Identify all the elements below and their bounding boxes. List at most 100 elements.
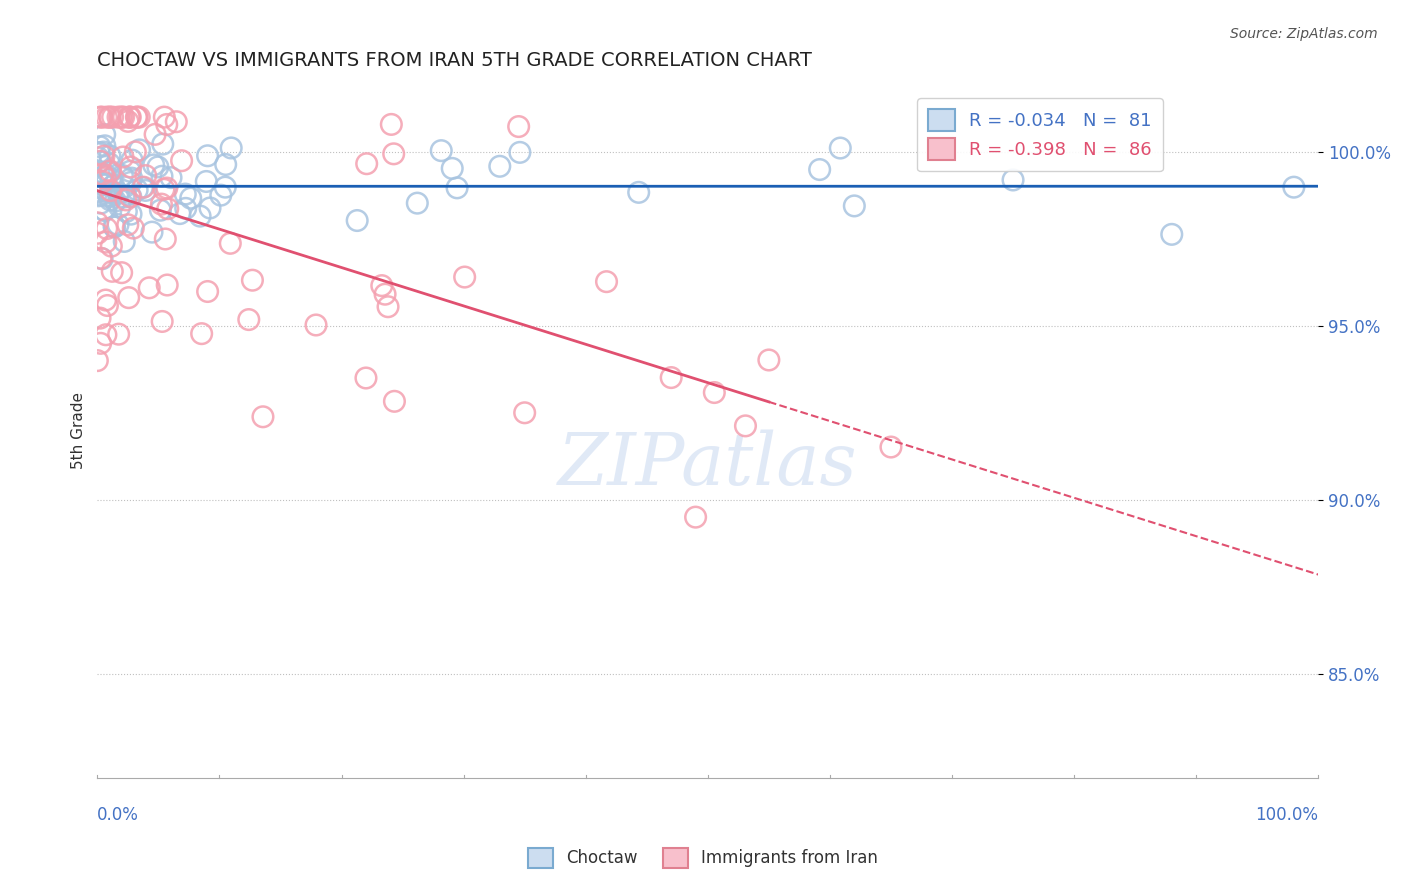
Point (94, 203, 117, 218)
Point (121, 171, 143, 186)
Point (146, 160, 169, 174)
Point (513, 406, 536, 420)
Point (91, 178, 114, 192)
Point (188, 209, 211, 223)
Point (100, 239, 122, 253)
Point (120, 175, 142, 189)
Point (103, 219, 125, 234)
Point (94, 293, 117, 307)
Point (377, 300, 399, 314)
Point (100, 185, 122, 199)
Point (371, 278, 394, 293)
Point (98, 110, 121, 124)
Point (198, 201, 221, 215)
Point (108, 200, 131, 214)
Point (174, 202, 197, 216)
Legend: Choctaw, Immigrants from Iran: Choctaw, Immigrants from Iran (522, 841, 884, 875)
Point (100, 184, 122, 198)
Point (170, 153, 193, 168)
Point (356, 157, 378, 171)
Point (346, 213, 368, 227)
Point (96, 221, 118, 235)
Point (252, 409, 274, 424)
Text: 100.0%: 100.0% (1256, 805, 1319, 824)
Point (94, 138, 117, 153)
Point (118, 110, 141, 124)
Text: ZIPatlas: ZIPatlas (558, 430, 858, 500)
Point (111, 169, 134, 183)
Point (118, 291, 141, 305)
Point (219, 141, 242, 155)
Point (89, 311, 111, 326)
Point (1282, 180, 1305, 194)
Point (87, 151, 110, 165)
Point (94, 178, 117, 192)
Point (111, 266, 134, 280)
Point (509, 145, 531, 160)
Point (180, 191, 202, 205)
Point (508, 120, 530, 134)
Point (214, 180, 236, 194)
Point (734, 418, 756, 433)
Point (150, 169, 173, 184)
Point (94, 171, 117, 186)
Point (703, 385, 725, 400)
Point (93, 128, 115, 142)
Point (132, 180, 155, 194)
Point (98, 193, 121, 207)
Point (138, 281, 160, 295)
Point (111, 150, 134, 164)
Point (98, 110, 121, 124)
Point (117, 218, 139, 232)
Point (120, 160, 142, 174)
Point (94, 184, 117, 198)
Point (90, 336, 112, 351)
Point (90, 110, 112, 124)
Point (87, 164, 110, 178)
Point (143, 128, 166, 142)
Point (114, 193, 136, 207)
Point (124, 145, 146, 159)
Point (104, 194, 127, 208)
Point (659, 370, 682, 384)
Point (156, 278, 179, 293)
Point (98, 156, 121, 170)
Point (117, 114, 139, 128)
Point (215, 157, 238, 171)
Point (209, 188, 232, 202)
Point (90, 188, 112, 202)
Point (87, 189, 110, 203)
Point (111, 110, 134, 124)
Point (197, 149, 219, 163)
Point (153, 182, 176, 196)
Point (197, 285, 219, 299)
Point (98, 164, 121, 178)
Point (169, 206, 191, 220)
Point (149, 203, 172, 218)
Point (100, 185, 122, 199)
Point (195, 174, 218, 188)
Point (107, 186, 129, 201)
Point (160, 170, 183, 185)
Point (93, 149, 115, 163)
Point (685, 510, 707, 524)
Point (97, 189, 120, 203)
Legend: R = -0.034   N =  81, R = -0.398   N =  86: R = -0.034 N = 81, R = -0.398 N = 86 (917, 98, 1163, 171)
Point (406, 196, 429, 211)
Point (89, 139, 111, 153)
Point (118, 110, 141, 124)
Point (595, 275, 617, 289)
Point (120, 110, 142, 124)
Point (238, 312, 260, 326)
Point (142, 158, 165, 172)
Point (115, 204, 138, 219)
Point (128, 143, 150, 157)
Point (120, 189, 142, 203)
Point (94, 327, 117, 342)
Point (107, 110, 129, 124)
Point (101, 110, 124, 124)
Point (107, 327, 129, 342)
Point (242, 273, 264, 287)
Point (382, 146, 405, 161)
Point (135, 183, 157, 197)
